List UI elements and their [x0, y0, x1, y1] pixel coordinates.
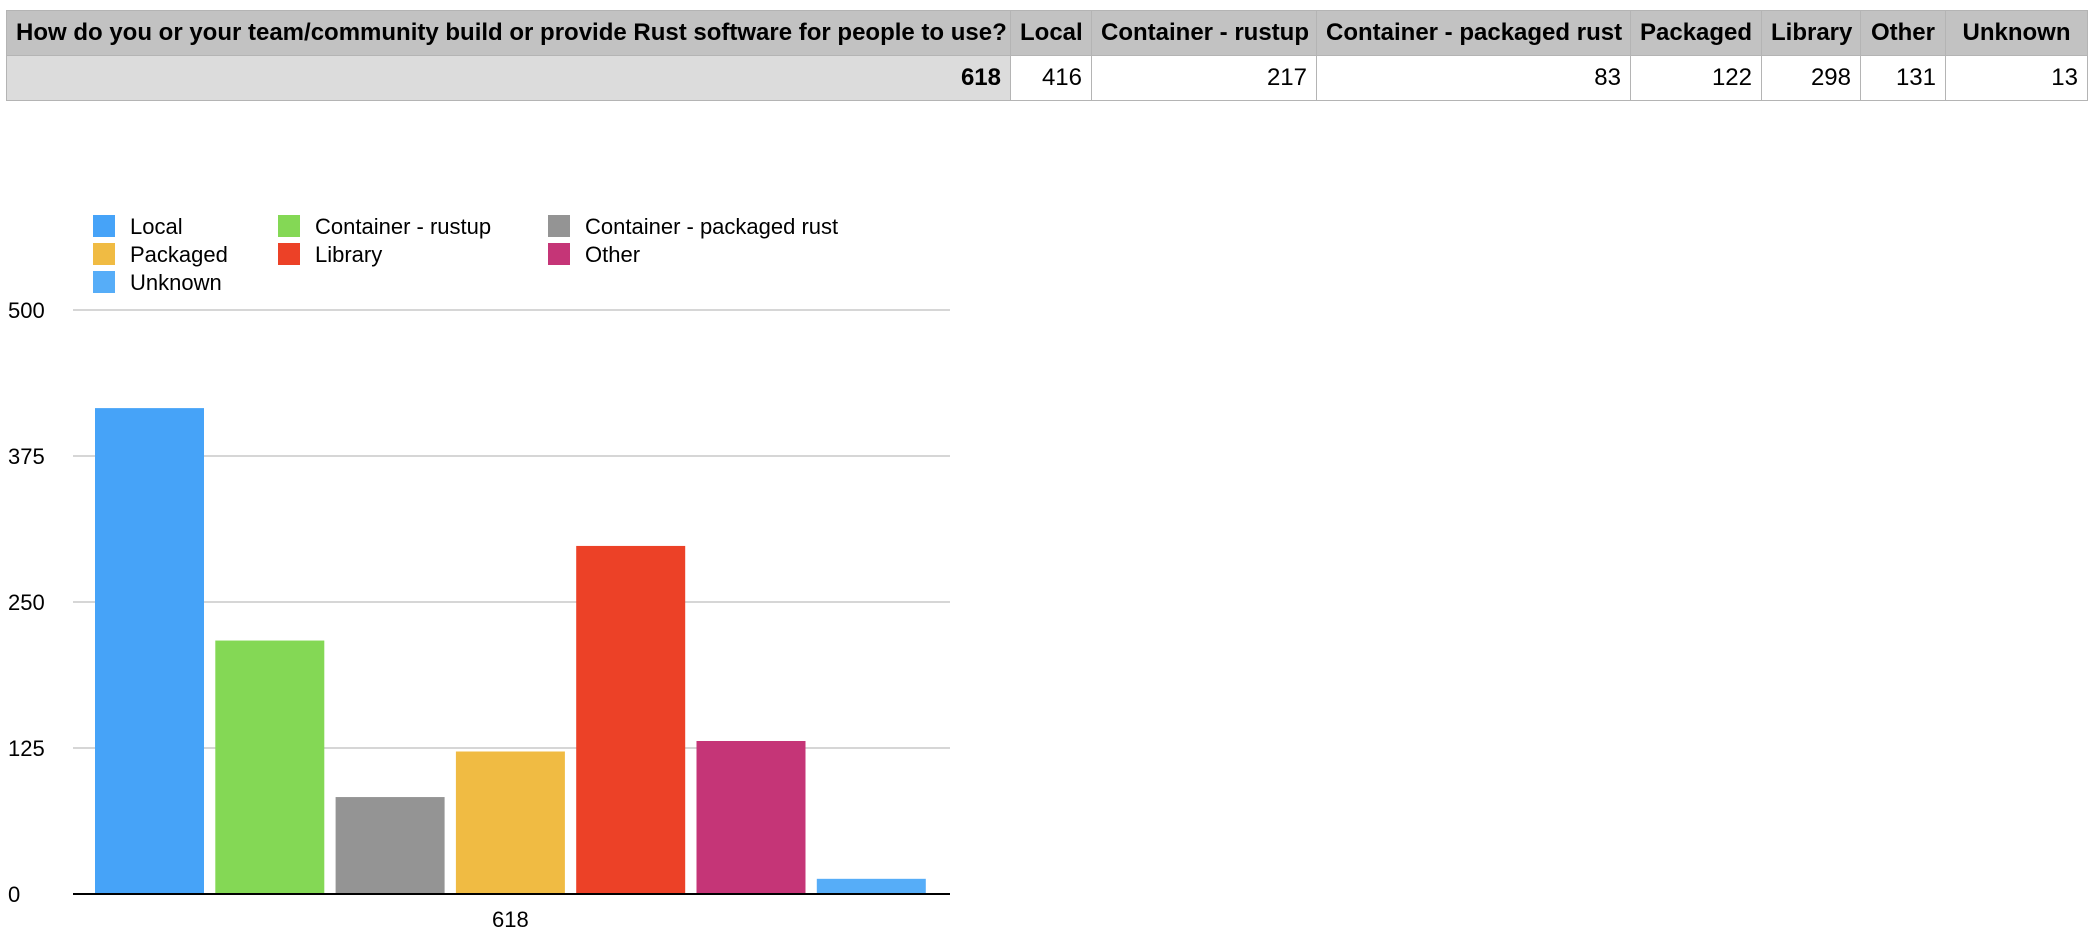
value-cell: 416	[1011, 56, 1092, 101]
bar-unknown	[817, 879, 926, 894]
column-header: Other	[1861, 11, 1946, 56]
y-tick-label: 0	[8, 882, 20, 907]
value-cell: 131	[1861, 56, 1946, 101]
bar-library	[576, 546, 685, 894]
legend-label: Container - rustup	[315, 214, 491, 239]
legend-label: Packaged	[130, 242, 228, 267]
legend-item: Container - packaged rust	[548, 214, 838, 239]
column-header: Unknown	[1946, 11, 2088, 56]
legend-swatch	[93, 215, 115, 237]
legend-label: Library	[315, 242, 382, 267]
legend-label: Unknown	[130, 270, 222, 295]
total-cell: 618	[7, 56, 1011, 101]
legend-label: Container - packaged rust	[585, 214, 838, 239]
column-header: Container - packaged rust	[1317, 11, 1631, 56]
value-cell: 217	[1092, 56, 1317, 101]
value-cell: 83	[1317, 56, 1631, 101]
legend-swatch	[548, 215, 570, 237]
legend-item: Packaged	[93, 242, 228, 267]
x-axis: 618	[73, 894, 950, 932]
legend-item: Local	[93, 214, 183, 239]
bar-other	[697, 741, 806, 894]
column-header: Local	[1011, 11, 1092, 56]
chart-legend: Local Container - rustup Container - packa…	[93, 214, 838, 295]
bar-container-rustup	[215, 641, 324, 894]
bar-packaged	[456, 752, 565, 894]
table-row: 618 416 217 83 122 298 131 13	[7, 56, 2088, 101]
y-tick-label: 375	[8, 444, 45, 469]
column-header: Container - rustup	[1092, 11, 1317, 56]
value-cell: 13	[1946, 56, 2088, 101]
legend-swatch	[93, 243, 115, 265]
value-cell: 122	[1631, 56, 1762, 101]
data-table: How do you or your team/community build …	[6, 10, 2088, 101]
legend-label: Local	[130, 214, 183, 239]
y-tick-label: 250	[8, 590, 45, 615]
legend-item: Library	[278, 242, 382, 267]
legend-swatch	[93, 271, 115, 293]
y-tick-label: 500	[8, 298, 45, 323]
legend-item: Unknown	[93, 270, 222, 295]
chart-grid	[73, 310, 950, 748]
legend-item: Other	[548, 242, 640, 267]
legend-swatch	[278, 215, 300, 237]
legend-swatch	[548, 243, 570, 265]
chart-bars	[95, 408, 926, 894]
legend-item: Container - rustup	[278, 214, 491, 239]
column-header: Library	[1762, 11, 1861, 56]
y-tick-label: 125	[8, 736, 45, 761]
value-cell: 298	[1762, 56, 1861, 101]
bar-chart: Local Container - rustup Container - packa…	[0, 200, 1000, 946]
bar-local	[95, 408, 204, 894]
x-tick-label: 618	[492, 907, 529, 932]
legend-swatch	[278, 243, 300, 265]
y-axis-ticks: 0 125 250 375 500	[8, 298, 45, 907]
bar-container-packaged-rust	[336, 797, 445, 894]
column-header: Packaged	[1631, 11, 1762, 56]
legend-label: Other	[585, 242, 640, 267]
table-header-row: How do you or your team/community build …	[7, 11, 2088, 56]
question-header: How do you or your team/community build …	[7, 11, 1011, 56]
